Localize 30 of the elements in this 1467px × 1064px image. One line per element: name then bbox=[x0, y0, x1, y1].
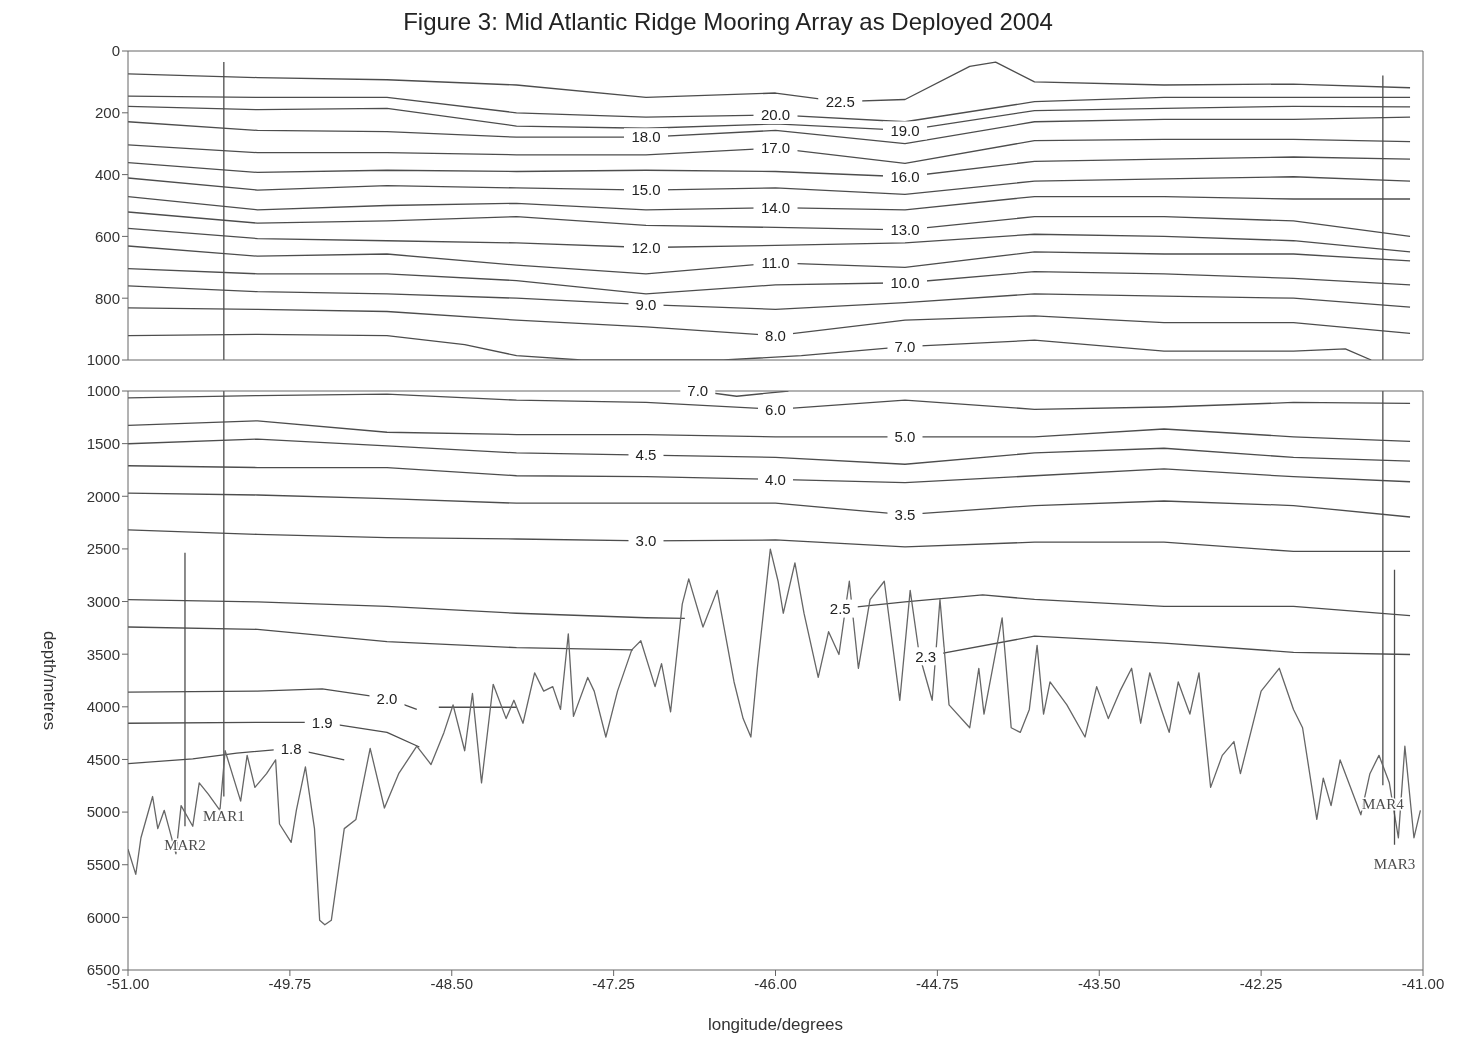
y-tick-label: 800 bbox=[94, 289, 120, 307]
x-tick-label: -42.25 bbox=[1239, 974, 1283, 992]
x-tick-label: -48.50 bbox=[430, 974, 474, 992]
y-tick-label: 1500 bbox=[86, 434, 120, 452]
y-tick-label: 4500 bbox=[86, 750, 120, 768]
y-tick-label: 1000 bbox=[86, 382, 120, 400]
x-tick-label: -44.75 bbox=[916, 974, 959, 992]
series-label: MAR3 bbox=[1373, 855, 1416, 872]
y-tick-label: 0 bbox=[111, 42, 120, 60]
y-tick-label: 5000 bbox=[86, 803, 120, 821]
x-axis-title: longitude/degrees bbox=[707, 1015, 844, 1034]
y-tick-label: 2000 bbox=[86, 487, 120, 505]
x-tick-label: -41.00 bbox=[1401, 974, 1445, 992]
y-tick-label: 200 bbox=[94, 104, 120, 122]
y-tick-label: 3500 bbox=[86, 645, 120, 663]
y-axis-title: depth/metres bbox=[39, 630, 59, 731]
chart-title: Figure 3: Mid Atlantic Ridge Mooring Array as Deployed 2004 bbox=[402, 8, 1054, 37]
x-tick-label: -43.50 bbox=[1077, 974, 1121, 992]
y-tick-label: 400 bbox=[94, 165, 120, 183]
x-tick-label: -47.25 bbox=[592, 974, 635, 992]
y-tick-label: 4000 bbox=[86, 698, 120, 716]
y-tick-label: 600 bbox=[94, 227, 120, 245]
series-label: MAR1 bbox=[202, 807, 245, 824]
y-tick-label: 3000 bbox=[86, 592, 120, 610]
x-tick-label: -49.75 bbox=[268, 974, 312, 992]
x-tick-label: -46.00 bbox=[754, 974, 797, 992]
y-tick-label: 2500 bbox=[86, 540, 120, 558]
y-tick-label: 6000 bbox=[86, 908, 120, 926]
y-tick-label: 5500 bbox=[86, 856, 120, 874]
y-tick-label: 1000 bbox=[86, 351, 120, 369]
